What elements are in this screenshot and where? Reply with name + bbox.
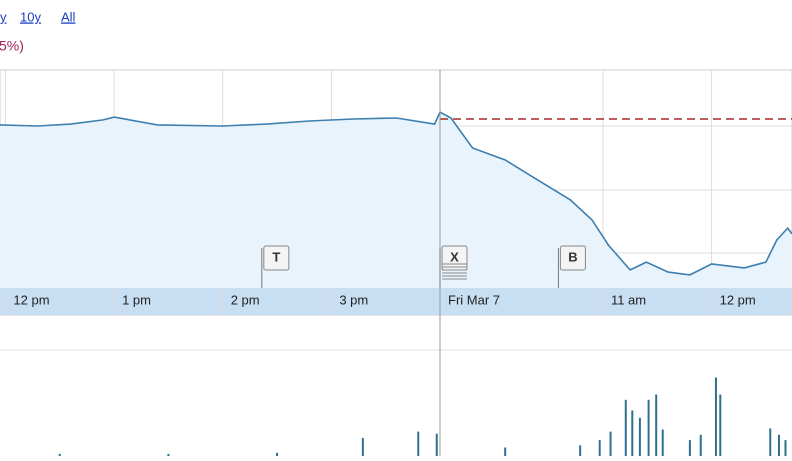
volume-bar bbox=[714, 377, 717, 456]
volume-bar bbox=[784, 440, 787, 456]
volume-bar bbox=[688, 440, 691, 456]
volume-bar bbox=[435, 433, 438, 456]
volume-bar bbox=[276, 452, 279, 456]
volume-bar bbox=[769, 428, 772, 456]
x-tick-label: 3 pm bbox=[339, 292, 368, 307]
volume-bar bbox=[631, 410, 634, 456]
volume-bar bbox=[361, 437, 364, 456]
volume-bar bbox=[719, 394, 722, 456]
x-tick-label: 12 pm bbox=[720, 292, 756, 307]
x-tick-label: 12 pm bbox=[13, 292, 49, 307]
volume-bar bbox=[699, 434, 702, 456]
volume-bar bbox=[624, 399, 627, 456]
area bbox=[0, 112, 792, 288]
volume-bar bbox=[579, 445, 582, 456]
x-tick-label: 11 am bbox=[611, 292, 646, 307]
volume-bar bbox=[598, 440, 601, 456]
x-tick-label: 1 pm bbox=[122, 292, 151, 307]
flag-box bbox=[559, 245, 586, 271]
flag-label: X bbox=[450, 249, 459, 264]
volume-bar bbox=[58, 453, 61, 456]
flag-label: T bbox=[272, 249, 280, 264]
event-flag: B bbox=[557, 245, 586, 288]
price-line bbox=[0, 110, 792, 276]
volume-bar bbox=[777, 434, 780, 456]
event-flag: T bbox=[261, 245, 290, 288]
flag-box bbox=[263, 245, 290, 271]
volume-bar bbox=[638, 417, 641, 456]
range-link[interactable]: 10y bbox=[20, 9, 41, 24]
change-text: 5%) bbox=[0, 38, 24, 54]
volume-bar bbox=[167, 453, 170, 456]
volume-bar bbox=[504, 447, 507, 456]
volume-bar bbox=[655, 394, 658, 456]
range-link[interactable]: y bbox=[0, 9, 7, 24]
x-tick-label: 2 pm bbox=[231, 292, 260, 307]
volume-bar bbox=[609, 431, 612, 456]
volume-bar bbox=[647, 399, 650, 456]
range-link[interactable]: All bbox=[61, 9, 76, 24]
volume-bar bbox=[661, 429, 664, 456]
volume-bar bbox=[417, 431, 420, 456]
x-tick-label: Fri Mar 7 bbox=[448, 292, 500, 307]
event-flag: X bbox=[439, 245, 468, 288]
axis-band bbox=[0, 288, 792, 315]
flag-label: B bbox=[568, 249, 577, 264]
